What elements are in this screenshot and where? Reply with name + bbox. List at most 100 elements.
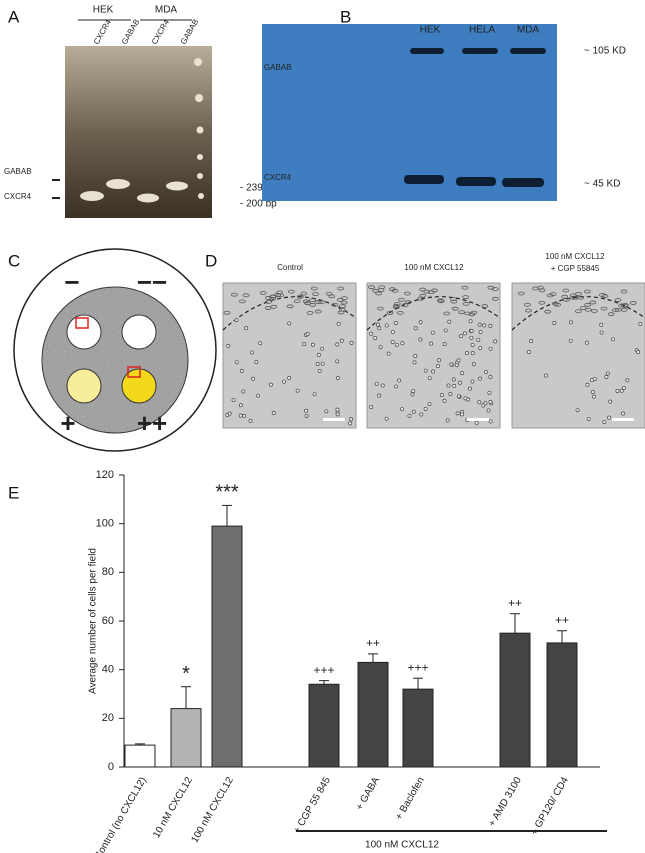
cell bbox=[574, 309, 582, 314]
cell bbox=[431, 288, 438, 293]
cell bbox=[589, 300, 597, 305]
cell bbox=[443, 328, 448, 333]
cell bbox=[481, 403, 486, 408]
size-label: - 200 bp bbox=[240, 199, 277, 210]
cell bbox=[339, 338, 344, 343]
bar bbox=[499, 632, 531, 768]
scale-bar bbox=[467, 418, 489, 421]
cell bbox=[439, 393, 444, 398]
cell bbox=[427, 402, 432, 406]
x-tick-label: + GP120/ CD4 bbox=[529, 775, 571, 837]
cell bbox=[568, 338, 573, 343]
cell bbox=[552, 301, 559, 306]
sign: − bbox=[64, 267, 79, 297]
cell bbox=[615, 389, 620, 393]
cell bbox=[493, 339, 498, 344]
cell bbox=[256, 393, 260, 398]
cell bbox=[312, 292, 319, 296]
cell bbox=[286, 304, 294, 309]
x-tick-label: 100 nM CXCL12 bbox=[189, 775, 236, 845]
cell bbox=[608, 399, 613, 404]
cell bbox=[248, 418, 253, 423]
cell bbox=[478, 346, 483, 351]
cell bbox=[620, 289, 628, 294]
cell bbox=[386, 311, 394, 315]
image-title: Control bbox=[277, 263, 303, 272]
image-title: + CGP 55845 bbox=[551, 264, 600, 273]
sign: + bbox=[60, 408, 75, 438]
cell bbox=[436, 364, 440, 369]
cell bbox=[599, 330, 604, 335]
cell bbox=[583, 289, 591, 294]
cell bbox=[465, 351, 469, 356]
cell bbox=[526, 350, 531, 354]
cell bbox=[462, 301, 470, 306]
cell bbox=[274, 293, 282, 297]
significance: * bbox=[182, 663, 190, 685]
cell bbox=[448, 392, 453, 396]
cell bbox=[638, 321, 643, 326]
cell bbox=[369, 404, 374, 409]
cell bbox=[244, 326, 249, 331]
cell bbox=[242, 413, 247, 418]
cell bbox=[446, 383, 451, 388]
lane-label: GABAB bbox=[120, 18, 142, 46]
y-tick-label: 100 bbox=[96, 518, 114, 530]
x-tick-label: + GABA bbox=[354, 775, 382, 812]
gel-image bbox=[65, 46, 212, 218]
cell bbox=[584, 302, 592, 307]
cell bbox=[491, 296, 499, 301]
cell bbox=[419, 293, 427, 298]
cell bbox=[411, 409, 416, 414]
cell bbox=[314, 300, 322, 304]
cell bbox=[227, 411, 232, 416]
gel-bands bbox=[80, 58, 204, 203]
cell bbox=[460, 371, 464, 376]
cell bbox=[471, 362, 476, 367]
cell bbox=[396, 310, 404, 315]
cell bbox=[592, 377, 597, 381]
cell bbox=[287, 376, 292, 380]
blot-image bbox=[262, 24, 557, 201]
cell bbox=[607, 415, 611, 420]
cell bbox=[316, 352, 321, 357]
cell bbox=[476, 337, 481, 342]
scale-bar bbox=[323, 418, 345, 421]
cell bbox=[462, 295, 470, 300]
cell bbox=[620, 307, 628, 312]
cell bbox=[335, 407, 340, 412]
cell bbox=[349, 417, 354, 422]
cell bbox=[226, 343, 231, 348]
cell bbox=[625, 378, 630, 383]
cell bbox=[483, 370, 488, 375]
lane-label: MDA bbox=[517, 25, 540, 36]
cell bbox=[470, 342, 475, 347]
blot-bands bbox=[404, 48, 546, 187]
cell bbox=[386, 351, 391, 356]
cell bbox=[335, 342, 340, 347]
cell bbox=[287, 289, 295, 294]
cell bbox=[335, 376, 340, 381]
well bbox=[121, 314, 157, 350]
cell bbox=[314, 309, 322, 314]
image-title: 100 nM CXCL12 bbox=[545, 252, 605, 261]
cell bbox=[312, 392, 317, 397]
cell bbox=[305, 332, 310, 337]
cell bbox=[483, 401, 488, 406]
cell bbox=[407, 413, 412, 418]
cell bbox=[335, 412, 340, 417]
bar bbox=[211, 525, 243, 768]
cell bbox=[302, 342, 307, 347]
cell bbox=[554, 302, 562, 307]
cell bbox=[470, 379, 475, 384]
scale-bar bbox=[612, 418, 634, 421]
x-tick-label: 10 nM CXCL12 bbox=[151, 775, 195, 840]
cell bbox=[568, 320, 573, 325]
cell bbox=[488, 399, 493, 404]
cell bbox=[287, 321, 292, 326]
y-tick-label: 60 bbox=[102, 615, 114, 627]
cell bbox=[378, 285, 386, 290]
cell bbox=[619, 388, 624, 393]
cell bbox=[377, 326, 382, 331]
